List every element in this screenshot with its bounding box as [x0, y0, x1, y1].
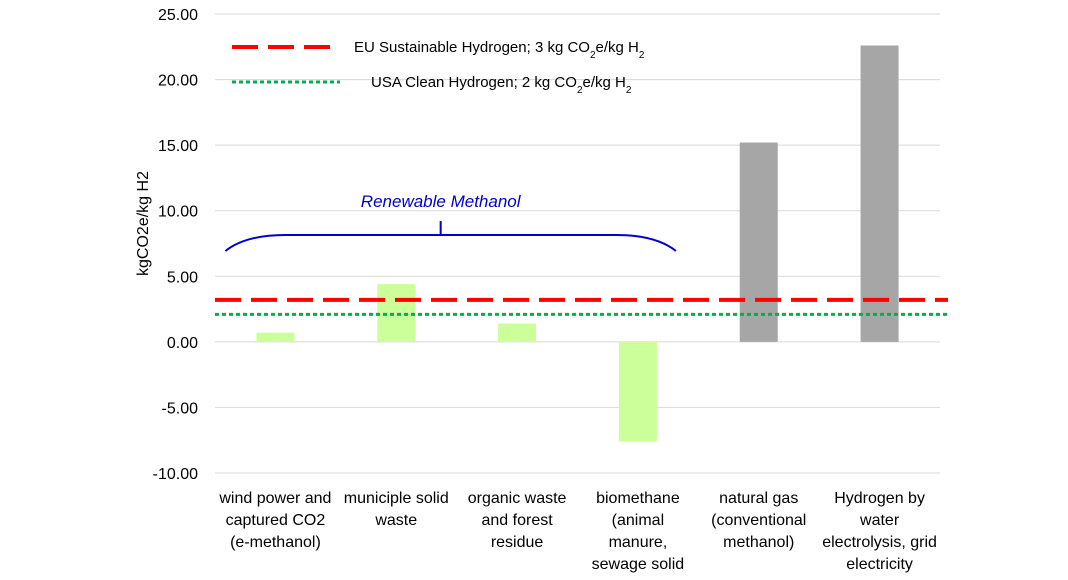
y-axis: -10.00 -5.00 0.00 5.00 10.00 15.00 20.00 25.00: [153, 7, 198, 483]
bar: [256, 332, 295, 342]
bar: [377, 284, 416, 342]
bars: [256, 45, 899, 442]
y-tick-label: 25.00: [158, 7, 198, 24]
annotation-label: Renewable Methanol: [361, 192, 522, 211]
annotation-brace: Renewable Methanol: [224, 192, 677, 252]
category-label: natural gas (conventional methanol): [711, 490, 806, 551]
category-label: biomethane (animal manure, sewage solid: [592, 490, 685, 573]
legend-label: USA Clean Hydrogen; 2 kg CO2e/kg H2: [371, 74, 632, 96]
y-tick-label: -5.00: [162, 400, 199, 417]
category-label: organic waste and forest residue: [468, 490, 567, 551]
y-tick-label: 10.00: [158, 204, 198, 221]
y-axis-label: kgCO2e/kg H2: [135, 171, 152, 276]
bar: [860, 45, 899, 342]
category-label: Hydrogen by water electrolysis, grid electr…: [822, 490, 937, 573]
category-label: municiple solid waste: [344, 490, 449, 529]
y-tick-label: 0.00: [167, 335, 198, 352]
reference-lines: [215, 297, 948, 316]
legend: EU Sustainable Hydrogen; 3 kg CO2e/kg H2…: [232, 39, 645, 96]
category-label: wind power and captured CO2 (e-methanol): [218, 490, 331, 551]
bar: [618, 341, 657, 442]
legend-label: EU Sustainable Hydrogen; 3 kg CO2e/kg H2: [354, 39, 645, 61]
y-tick-label: -10.00: [153, 466, 198, 483]
y-tick-label: 20.00: [158, 73, 198, 90]
bar: [498, 323, 537, 342]
bar: [739, 142, 778, 342]
y-tick-label: 5.00: [167, 269, 198, 286]
brace-curve: [224, 234, 677, 252]
y-tick-label: 15.00: [158, 138, 198, 155]
category-labels: wind power and captured CO2 (e-methanol) mu…: [218, 490, 937, 573]
gridlines: [215, 13, 940, 474]
